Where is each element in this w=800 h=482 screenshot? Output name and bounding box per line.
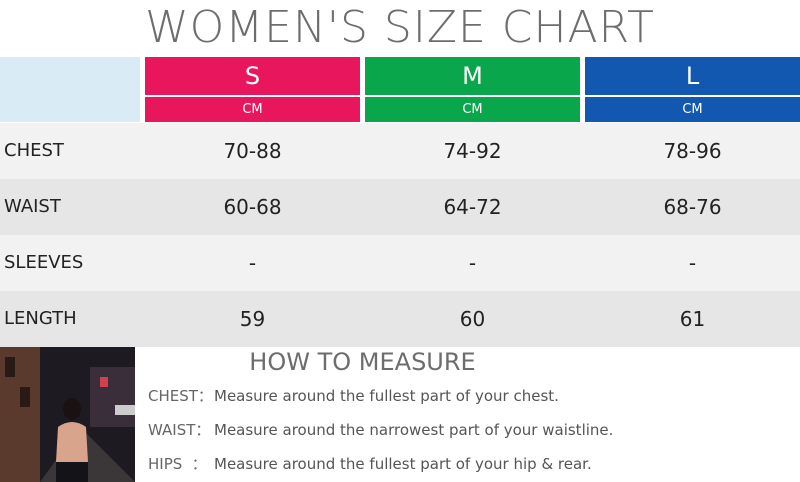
corner-cell <box>0 57 140 122</box>
row-label: LENGTH <box>4 308 77 329</box>
measure-title: HOW TO MEASURE <box>249 348 476 376</box>
unit-label: CM <box>365 97 580 122</box>
measure-text: Measure around the narrowest part of you… <box>214 421 614 439</box>
cell-value: 78-96 <box>663 139 722 163</box>
size-header: L <box>585 57 800 95</box>
table-row: WAIST 60-68 64-72 68-76 <box>0 179 800 235</box>
cell-value: 61 <box>679 307 706 331</box>
cell-value: 60-68 <box>223 195 282 219</box>
cell-value: 64-72 <box>443 195 502 219</box>
table-row: LENGTH 59 60 61 <box>0 291 800 347</box>
cell-value: 68-76 <box>663 195 722 219</box>
measure-label: WAIST： <box>148 421 211 439</box>
cell-value: 74-92 <box>443 139 502 163</box>
measure-label: HIPS ： <box>148 455 207 473</box>
cell-value: 59 <box>239 307 266 331</box>
measure-text: Measure around the fullest part of your … <box>214 455 592 473</box>
row-label: SLEEVES <box>4 252 84 273</box>
size-header: M <box>365 57 580 95</box>
unit-label: CM <box>145 97 360 122</box>
photo <box>0 347 135 482</box>
size-header: S <box>145 57 360 95</box>
cell-value: 60 <box>459 307 486 331</box>
cell-value: - <box>688 251 697 275</box>
cell-value: - <box>468 251 477 275</box>
cell-value: - <box>248 251 257 275</box>
row-label: CHEST <box>4 140 64 161</box>
unit-label: CM <box>585 97 800 122</box>
measure-label: CHEST： <box>148 387 213 405</box>
cell-value: 70-88 <box>223 139 282 163</box>
row-label: WAIST <box>4 196 61 217</box>
measure-text: Measure around the fullest part of your … <box>214 387 559 405</box>
table-row: SLEEVES - - - <box>0 235 800 291</box>
table-row: CHEST 70-88 74-92 78-96 <box>0 123 800 179</box>
title: WOMEN'S SIZE CHART <box>145 2 655 53</box>
